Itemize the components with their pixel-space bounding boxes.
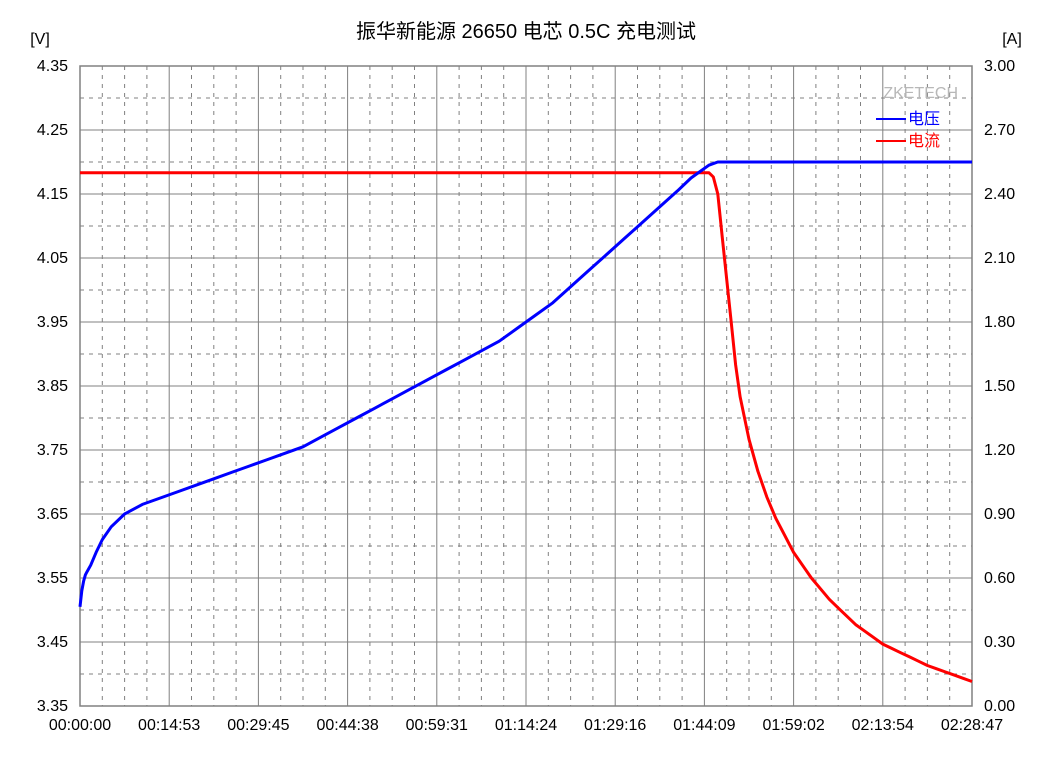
x-tick: 00:59:31 xyxy=(406,717,468,734)
y-right-tick: 0.90 xyxy=(984,506,1015,523)
y-right-tick: 1.20 xyxy=(984,442,1015,459)
chart-svg: 振华新能源 26650 电芯 0.5C 充电测试 [V] [A] 4.35 4.25 4.… xyxy=(0,0,1052,782)
x-tick: 00:14:53 xyxy=(138,717,200,734)
chart-container: 振华新能源 26650 电芯 0.5C 充电测试 [V] [A] 4.35 4.25 4.… xyxy=(0,0,1052,782)
y-left-tick: 4.25 xyxy=(37,122,68,139)
y-left-tick: 4.05 xyxy=(37,250,68,267)
legend-current: 电流 xyxy=(908,132,940,150)
y-right-tick: 2.70 xyxy=(984,122,1015,139)
legend-voltage: 电压 xyxy=(908,110,940,128)
y-right-tick: 2.40 xyxy=(984,186,1015,203)
y-right-tick: 1.50 xyxy=(984,378,1015,395)
x-tick: 02:13:54 xyxy=(852,717,914,734)
y-left-tick: 3.45 xyxy=(37,634,68,651)
x-tick: 01:29:16 xyxy=(584,717,646,734)
y-left-tick: 3.75 xyxy=(37,442,68,459)
x-tick: 01:14:24 xyxy=(495,717,557,734)
y-right-tick: 2.10 xyxy=(984,250,1015,267)
y-right-tick: 0.60 xyxy=(984,570,1015,587)
x-tick: 02:28:47 xyxy=(941,717,1003,734)
y-right-tick: 3.00 xyxy=(984,58,1015,75)
y-left-tick: 3.85 xyxy=(37,378,68,395)
y-right-tick: 1.80 xyxy=(984,314,1015,331)
x-tick: 00:00:00 xyxy=(49,717,111,734)
chart-title: 振华新能源 26650 电芯 0.5C 充电测试 xyxy=(356,20,696,43)
y-left-tick: 3.55 xyxy=(37,570,68,587)
x-tick: 00:29:45 xyxy=(227,717,289,734)
y-left-tick: 3.95 xyxy=(37,314,68,331)
x-tick: 01:44:09 xyxy=(673,717,735,734)
y-right-unit: [A] xyxy=(1002,31,1022,48)
y-left-tick: 3.35 xyxy=(37,698,68,715)
y-left-tick: 3.65 xyxy=(37,506,68,523)
y-right-tick: 0.00 xyxy=(984,698,1015,715)
y-right-tick: 0.30 xyxy=(984,634,1015,651)
y-left-tick: 4.35 xyxy=(37,58,68,75)
x-tick: 01:59:02 xyxy=(762,717,824,734)
y-left-tick: 4.15 xyxy=(37,186,68,203)
x-tick: 00:44:38 xyxy=(316,717,378,734)
watermark: ZKETECH xyxy=(883,85,958,102)
y-left-unit: [V] xyxy=(30,31,50,48)
